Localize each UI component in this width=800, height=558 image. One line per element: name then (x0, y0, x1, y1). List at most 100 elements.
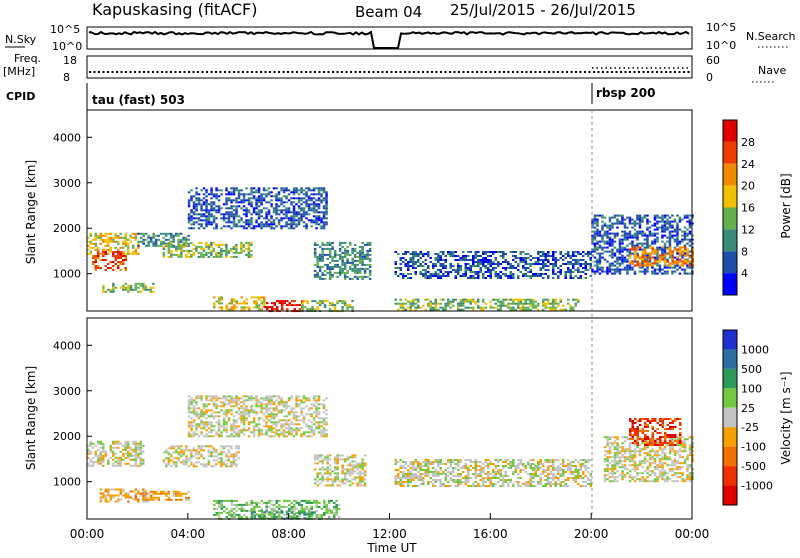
heatmap-cell (490, 269, 493, 271)
heatmap-cell (271, 302, 274, 304)
heatmap-cell (671, 255, 674, 257)
heatmap-cell (110, 451, 113, 453)
heatmap-cell (195, 248, 198, 250)
heatmap-cell (676, 227, 679, 229)
heatmap-cell (351, 472, 354, 474)
heatmap-cell (315, 421, 318, 423)
heatmap-cell (293, 191, 296, 193)
heatmap-cell (542, 255, 545, 257)
heatmap-cell (552, 273, 555, 275)
heatmap-cell (520, 303, 523, 305)
heatmap-cell (208, 421, 211, 423)
heatmap-cell (268, 225, 271, 227)
heatmap-cell (621, 257, 624, 259)
heatmap-cell (422, 469, 425, 471)
heatmap-cell (265, 405, 268, 407)
heatmap-cell (341, 264, 344, 266)
heatmap-cell (407, 485, 410, 487)
heatmap-cell (326, 476, 329, 478)
heatmap-cell (339, 484, 342, 486)
heatmap-cell (654, 215, 657, 217)
heatmap-cell (619, 243, 622, 245)
heatmap-cell (674, 231, 677, 233)
heatmap-cell (582, 259, 585, 261)
heatmap-cell (495, 251, 498, 253)
heatmap-cell (417, 259, 420, 261)
heatmap-cell (135, 237, 138, 239)
heatmap-cell (661, 227, 664, 229)
heatmap-cell (190, 435, 193, 437)
heatmap-cell (637, 264, 640, 266)
heatmap-cell (248, 203, 251, 205)
heatmap-cell (313, 500, 316, 502)
heatmap-cell (315, 209, 318, 211)
heatmap-cell (165, 451, 168, 453)
heatmap-cell (107, 233, 110, 235)
heatmap-cell (208, 209, 211, 211)
heatmap-cell (346, 250, 349, 252)
heatmap-cell (599, 259, 602, 261)
heatmap-cell (542, 253, 545, 255)
heatmap-cell (230, 199, 233, 201)
heatmap-cell (238, 409, 241, 411)
heatmap-cell (190, 211, 193, 213)
heatmap-cell (193, 213, 196, 215)
heatmap-cell (293, 205, 296, 207)
heatmap-cell (649, 246, 652, 248)
heatmap-cell (572, 263, 575, 265)
heatmap-cell (460, 259, 463, 261)
heatmap-cell (195, 449, 198, 451)
heatmap-cell (356, 252, 359, 254)
heatmap-cell (210, 455, 213, 457)
heatmap-cell (115, 251, 118, 253)
heatmap-cell (90, 251, 93, 253)
heatmap-cell (320, 211, 323, 213)
heatmap-cell (120, 269, 123, 271)
heatmap-cell (659, 254, 662, 256)
heatmap-cell (168, 451, 171, 453)
heatmap-cell (351, 464, 354, 466)
heatmap-cell (626, 259, 629, 261)
heatmap-cell (243, 421, 246, 423)
heatmap-cell (662, 246, 665, 248)
heatmap-cell (320, 421, 323, 423)
heatmap-cell (185, 463, 188, 465)
heatmap-cell (112, 291, 115, 293)
heatmap-cell (235, 248, 238, 250)
heatmap-cell (422, 305, 425, 307)
heatmap-cell (220, 425, 223, 427)
heatmap-cell (405, 275, 408, 277)
heatmap-cell (400, 483, 403, 485)
heatmap-cell (460, 269, 463, 271)
heatmap-cell (417, 485, 420, 487)
heatmap-cell (210, 254, 213, 256)
heatmap-cell (356, 462, 359, 464)
heatmap-cell (437, 261, 440, 263)
heatmap-cell (188, 457, 191, 459)
heatmap-cell (447, 253, 450, 255)
heatmap-cell (278, 516, 281, 518)
heatmap-cell (268, 187, 271, 189)
heatmap-cell (270, 411, 273, 413)
heatmap-cell (572, 299, 575, 301)
heatmap-cell (601, 225, 604, 227)
heatmap-cell (107, 489, 110, 491)
heatmap-cell (275, 193, 278, 195)
heatmap-cell (195, 423, 198, 425)
heatmap-cell (336, 264, 339, 266)
heatmap-cell (482, 257, 485, 259)
heatmap-cell (455, 259, 458, 261)
heatmap-cell (497, 299, 500, 301)
heatmap-cell (659, 249, 662, 251)
heatmap-cell (313, 423, 316, 425)
heatmap-cell (497, 305, 500, 307)
heatmap-cell (293, 500, 296, 502)
heatmap-cell (410, 253, 413, 255)
heatmap-cell (163, 248, 166, 250)
heatmap-cell (502, 301, 505, 303)
heatmap-cell (646, 241, 649, 243)
heatmap-cell (147, 237, 150, 239)
heatmap-cell (258, 306, 261, 308)
heatmap-cell (334, 308, 337, 310)
heatmap-cell (652, 250, 655, 252)
